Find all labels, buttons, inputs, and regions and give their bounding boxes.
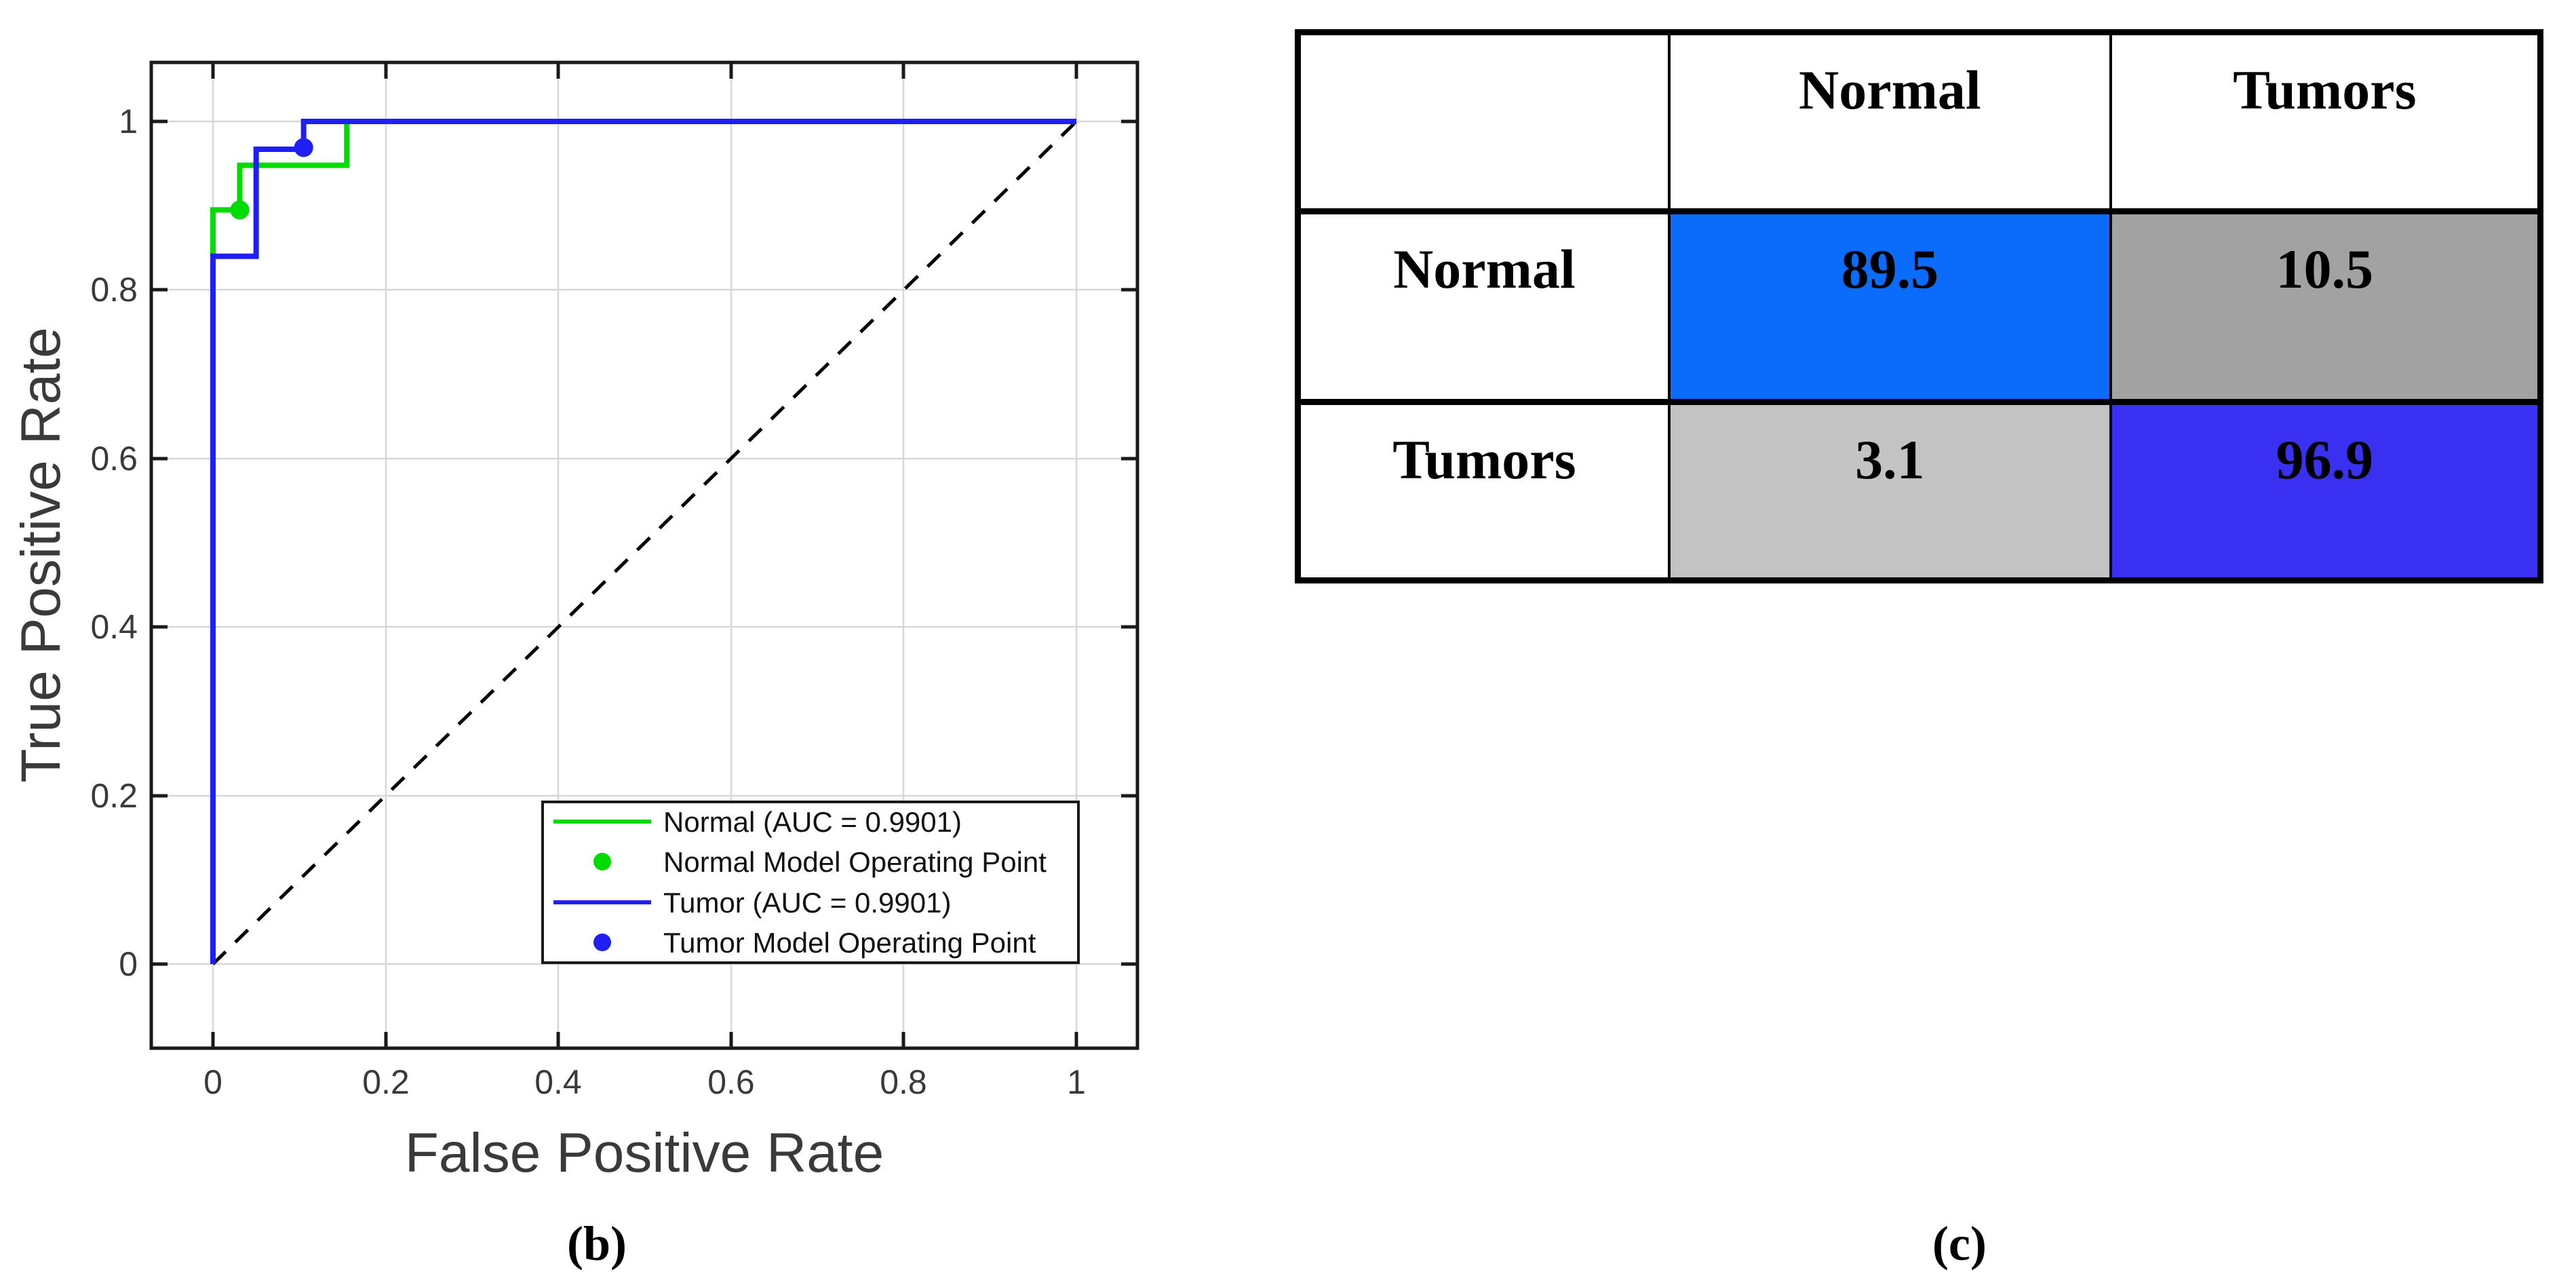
matrix-cell-tumors-tumors: 96.9 bbox=[2109, 398, 2537, 577]
matrix-cell-normal-normal: 89.5 bbox=[1667, 208, 2109, 399]
legend: Normal (AUC = 0.9901) Normal Model Opera… bbox=[541, 801, 1080, 964]
y-tick-0: 0 bbox=[119, 945, 138, 983]
matrix-cell-normal-tumors: 10.5 bbox=[2109, 208, 2537, 399]
legend-label-tumor-op: Tumor Model Operating Point bbox=[663, 927, 1036, 959]
legend-label-normal-curve: Normal (AUC = 0.9901) bbox=[663, 806, 962, 838]
y-tick-0_6: 0.6 bbox=[90, 440, 138, 478]
x-axis-label: False Positive Rate bbox=[405, 1122, 884, 1184]
y-tick-1: 1 bbox=[119, 102, 138, 140]
legend-box bbox=[541, 801, 1080, 964]
y-tick-0_8: 0.8 bbox=[90, 271, 138, 309]
matrix-row-header-tumors: Tumors bbox=[1301, 398, 1668, 577]
operating-point-tumor bbox=[294, 138, 313, 157]
y-tick-0_2: 0.2 bbox=[90, 777, 138, 815]
x-tick-0_2: 0.2 bbox=[362, 1063, 410, 1101]
x-tick-0_6: 0.6 bbox=[707, 1063, 755, 1101]
y-tick-labels: 0 0.2 0.4 0.6 0.8 1 bbox=[90, 102, 138, 983]
axes-box bbox=[149, 60, 1139, 1050]
panel-b-caption: (b) bbox=[567, 1216, 627, 1271]
legend-label-tumor-curve: Tumor (AUC = 0.9901) bbox=[663, 887, 951, 919]
matrix-col-header-tumors: Tumors bbox=[2109, 35, 2537, 209]
matrix-cell-tumors-normal: 3.1 bbox=[1667, 398, 2109, 577]
x-tick-0: 0 bbox=[203, 1063, 222, 1101]
matrix-col-header-normal: Normal bbox=[1667, 35, 2109, 209]
x-tick-1: 1 bbox=[1067, 1063, 1086, 1101]
matrix-row-header-normal: Normal bbox=[1301, 208, 1668, 399]
panel-c-caption: (c) bbox=[1932, 1216, 1987, 1271]
y-tick-0_4: 0.4 bbox=[90, 608, 138, 646]
y-axis-label: True Positive Rate bbox=[10, 327, 72, 782]
confusion-matrix-table: Normal Tumors Normal 89.5 10.5 Tumors 3.… bbox=[1295, 29, 2543, 583]
chance-diagonal-line bbox=[212, 120, 1078, 965]
legend-dot-tumor bbox=[593, 934, 611, 951]
legend-dot-normal bbox=[593, 853, 611, 870]
x-tick-0_8: 0.8 bbox=[880, 1063, 927, 1101]
x-tick-0_4: 0.4 bbox=[534, 1063, 582, 1101]
legend-label-normal-op: Normal Model Operating Point bbox=[663, 846, 1047, 878]
gridlines bbox=[151, 62, 1137, 1048]
roc-curve-tumor bbox=[210, 119, 1076, 964]
matrix-corner-cell bbox=[1301, 35, 1668, 209]
tick-marks bbox=[151, 62, 1137, 1048]
x-tick-labels: 0 0.2 0.4 0.6 0.8 1 bbox=[203, 1063, 1086, 1101]
operating-point-normal bbox=[230, 200, 250, 220]
roc-plot: 0 0.2 0.4 0.6 0.8 1 0 0.2 0.4 0.6 0.8 1 … bbox=[10, 60, 1139, 1184]
